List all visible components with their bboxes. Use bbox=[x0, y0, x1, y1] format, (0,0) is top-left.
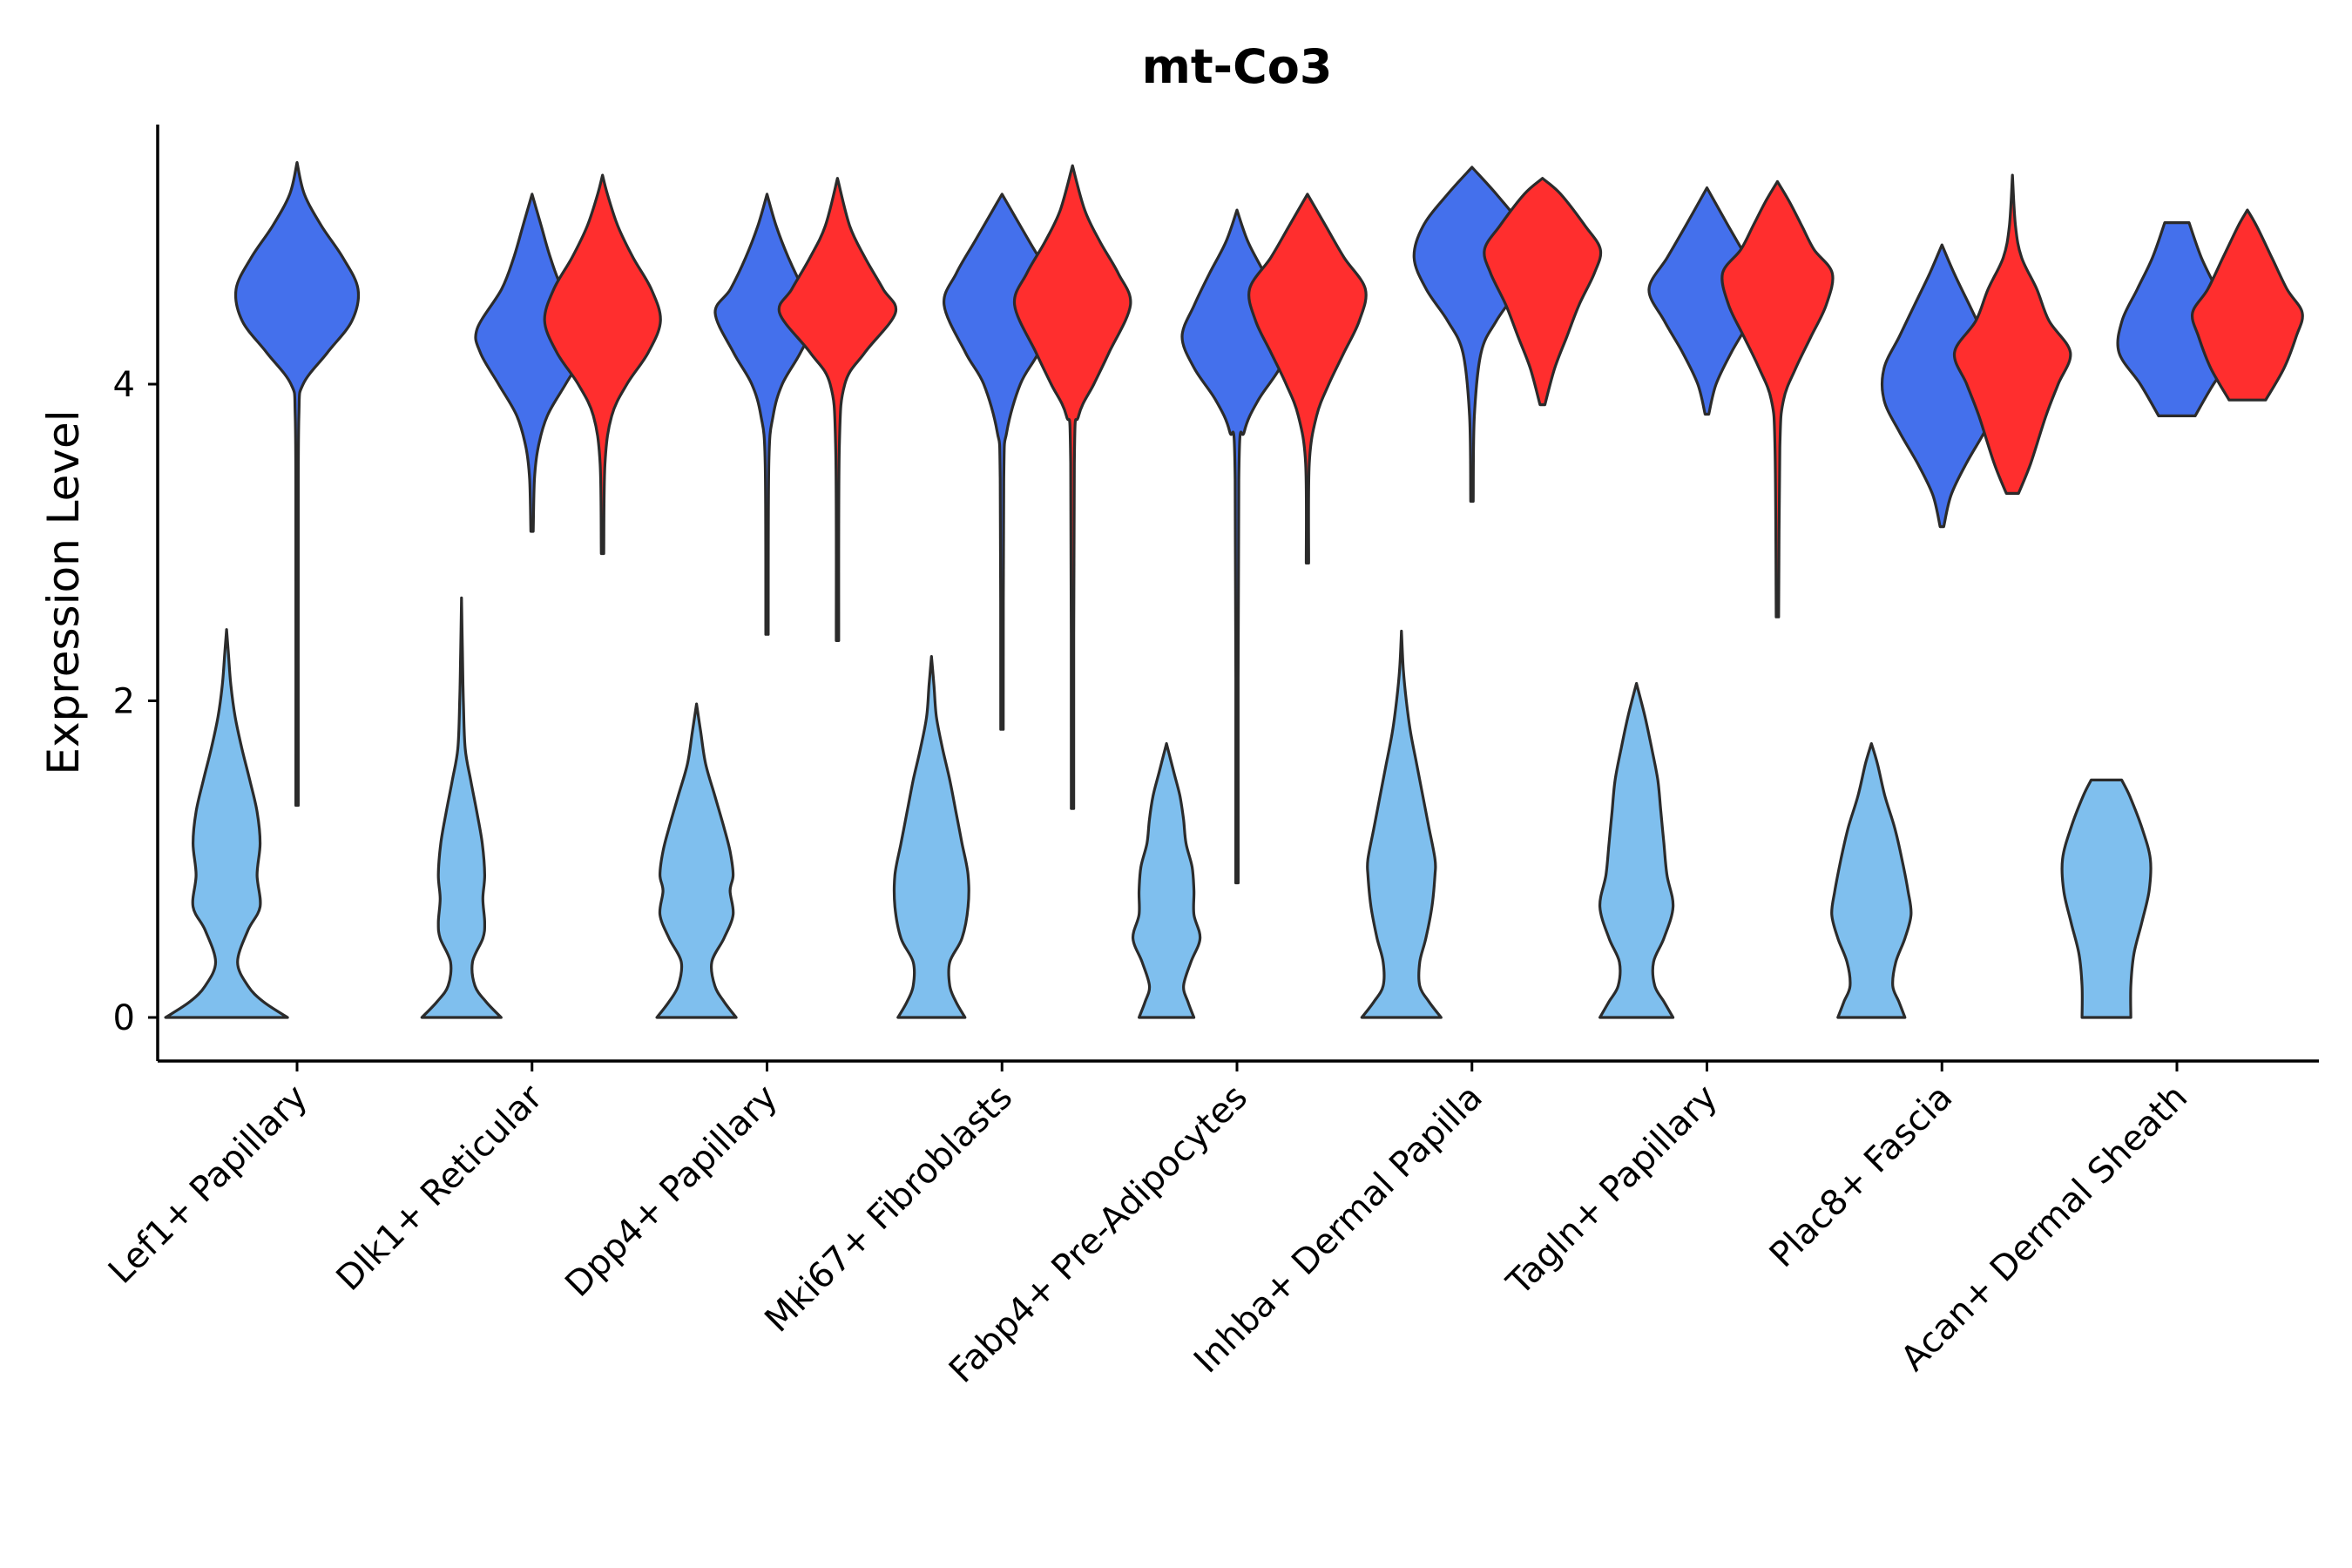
violin-low-dlk1-reticular bbox=[420, 596, 503, 1019]
violin-low-lef1-papillary bbox=[164, 628, 289, 1019]
violin-high-inhba-dermal-papilla bbox=[1483, 177, 1603, 407]
y-ticks: 0 2 4 bbox=[113, 365, 158, 1038]
x-ticks: Lef1+ Papillary Dlk1+ Reticular Dpp4+ Papi… bbox=[101, 1061, 2195, 1391]
violin-high-tagln-papillary bbox=[1720, 179, 1835, 618]
violin-mid-dlk1-reticular bbox=[474, 193, 591, 533]
x-tick-label: Mki67+ Fibroblasts bbox=[757, 1078, 1020, 1341]
violin-high-dpp4-papillary bbox=[777, 177, 898, 642]
y-tick-label: 2 bbox=[113, 682, 135, 722]
violin-low-inhba-dermal-papilla bbox=[1360, 629, 1443, 1019]
violin-mid-tagln-papillary bbox=[1647, 186, 1767, 416]
violin-high-plac8-fascia bbox=[1952, 173, 2072, 495]
violin-low-acan-dermal-sheath bbox=[2060, 778, 2153, 1019]
chart-title: mt-Co3 bbox=[1142, 39, 1333, 94]
violin-low-tagln-papillary bbox=[1598, 681, 1675, 1019]
violin-high-mki67-fibroblasts bbox=[1012, 164, 1132, 810]
x-tick-label: Dlk1+ Reticular bbox=[329, 1077, 551, 1299]
violin-mid-fabp4-pre-adipocytes bbox=[1180, 208, 1294, 885]
x-tick-label: Dpp4+ Papillary bbox=[558, 1078, 785, 1305]
violin-high-acan-dermal-sheath bbox=[2190, 208, 2304, 402]
x-tick-label: Tagln+ Papillary bbox=[1499, 1078, 1726, 1304]
x-tick-label: Lef1+ Papillary bbox=[101, 1078, 315, 1292]
y-tick-label: 0 bbox=[113, 998, 135, 1038]
violin-mid-lef1-papillary bbox=[233, 160, 361, 808]
violin-low-dpp4-papillary bbox=[655, 702, 738, 1019]
violin-high-fabp4-pre-adipocytes bbox=[1247, 193, 1368, 564]
violin-low-plac8-fascia bbox=[1830, 742, 1913, 1019]
y-tick-label: 4 bbox=[113, 365, 135, 405]
violin-mid-dpp4-papillary bbox=[713, 193, 821, 636]
x-tick-label: Plac8+ Fascia bbox=[1762, 1078, 1961, 1276]
violin-low-fabp4-pre-adipocytes bbox=[1131, 742, 1202, 1019]
y-axis-label: Expression Level bbox=[38, 409, 89, 774]
violin-high-dlk1-reticular bbox=[543, 173, 662, 556]
violins-layer bbox=[164, 160, 2304, 1019]
violin-low-mki67-fibroblasts bbox=[892, 655, 970, 1019]
